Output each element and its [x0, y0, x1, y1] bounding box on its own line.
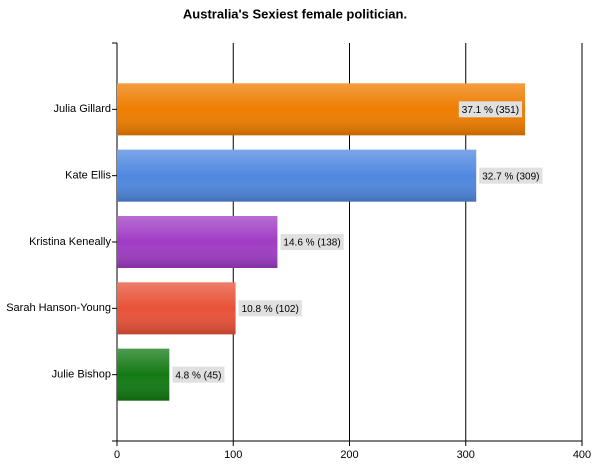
bar-shade	[117, 348, 170, 401]
bar-shade	[117, 149, 477, 202]
bar-shade	[117, 282, 236, 335]
bar-shade	[117, 216, 278, 268]
x-tick-label: 100	[224, 449, 242, 461]
value-label: 37.1 % (351)	[462, 105, 519, 116]
value-label-group: 32.7 % (309)	[479, 167, 543, 184]
y-tick-label: Julie Bishop	[52, 369, 111, 381]
value-label: 14.6 % (138)	[283, 238, 340, 249]
value-label: 4.8 % (45)	[175, 370, 221, 381]
x-tick-label: 400	[573, 449, 591, 461]
bar-shade	[117, 83, 526, 136]
y-tick-label: Sarah Hanson-Young	[6, 302, 111, 314]
value-label-group: 10.8 % (102)	[238, 300, 302, 317]
value-label-box	[280, 234, 344, 250]
value-label-box	[172, 366, 225, 383]
value-label-box	[479, 167, 543, 184]
value-label-group: 14.6 % (138)	[280, 234, 344, 250]
y-tick-label: Julia Gillard	[54, 103, 111, 115]
x-tick-label: 300	[457, 449, 475, 461]
value-label-box	[238, 300, 302, 317]
value-label-group: 4.8 % (45)	[172, 366, 225, 383]
value-label-group: 37.1 % (351)	[458, 101, 523, 118]
value-label: 10.8 % (102)	[242, 304, 299, 315]
x-tick-label: 0	[114, 449, 120, 461]
y-tick-label: Kristina Keneally	[29, 236, 111, 248]
y-tick-label: Kate Ellis	[65, 170, 111, 182]
chart-title: Australia's Sexiest female politician.	[183, 6, 407, 21]
x-tick-label: 200	[340, 449, 358, 461]
value-label: 32.7 % (309)	[482, 171, 539, 182]
value-label-box	[458, 101, 523, 118]
